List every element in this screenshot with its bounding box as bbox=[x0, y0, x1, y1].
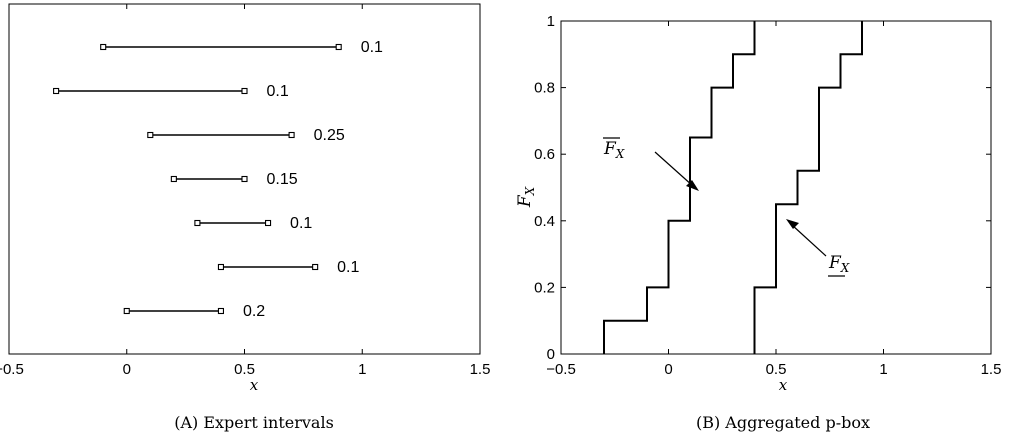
upper-bound-label: FX bbox=[603, 139, 625, 161]
annotation-upper-bound: FX bbox=[603, 137, 699, 191]
panel-b-y-ticks: 0 0.2 0.4 0.6 0.8 1 bbox=[534, 13, 991, 363]
panel-a-caption: (A) Expert intervals bbox=[174, 413, 334, 432]
interval-endpoint-marker bbox=[335, 43, 342, 51]
panel-a-x-ticks: −0.5 0 0.5 1 1.5 bbox=[0, 4, 490, 378]
lower-bound-arrowhead bbox=[786, 219, 799, 229]
panel-b-aggregated-pbox: −0.5 0 0.5 1 1.5 00.20.40.60.81 FX FX FX x (… bbox=[515, 13, 1001, 432]
lower-bound-label-main: F bbox=[828, 253, 842, 273]
interval-endpoint-marker bbox=[123, 307, 130, 315]
interval-endpoint-marker bbox=[217, 307, 224, 315]
interval-weight-label: 0.2 bbox=[243, 303, 265, 320]
panel-b-y-tick-label: 0.6 bbox=[534, 146, 555, 163]
interval-endpoint-marker bbox=[217, 263, 224, 271]
interval-row: 0.1 bbox=[53, 83, 289, 100]
interval-weight-label: 0.25 bbox=[314, 127, 345, 144]
interval-row: 0.15 bbox=[170, 171, 298, 188]
interval-endpoint-marker bbox=[170, 175, 177, 183]
panel-b-caption: (B) Aggregated p-box bbox=[696, 413, 870, 432]
interval-weight-label: 0.1 bbox=[337, 259, 359, 276]
interval-endpoint-marker bbox=[53, 87, 60, 95]
panel-a-x-tick-label: −0.5 bbox=[0, 361, 24, 378]
interval-endpoint-marker bbox=[241, 87, 248, 95]
interval-row: 0.1 bbox=[100, 39, 383, 56]
panel-b-y-axis-label: FX bbox=[515, 186, 537, 208]
panel-b-x-tick-label: 1 bbox=[879, 361, 887, 378]
interval-endpoint-marker bbox=[241, 175, 248, 183]
panel-b-x-tick-label: 1.5 bbox=[981, 361, 1002, 378]
panel-a-x-tick-label: 0 bbox=[123, 361, 131, 378]
interval-row: 0.2 bbox=[123, 303, 265, 320]
lower-bound-label-sub: X bbox=[840, 261, 850, 275]
interval-weight-label: 0.1 bbox=[290, 215, 312, 232]
upper-bound-label-sub: X bbox=[615, 147, 625, 161]
interval-row: 0.1 bbox=[217, 259, 359, 276]
lower-bound-label: FX bbox=[828, 253, 850, 275]
interval-endpoint-marker bbox=[288, 131, 295, 139]
lower-bound-step-line bbox=[753, 21, 863, 354]
panel-b-axes-box bbox=[560, 20, 992, 355]
panel-a-x-tick-label: 1 bbox=[358, 361, 366, 378]
interval-endpoint-marker bbox=[194, 219, 201, 227]
interval-endpoint-marker bbox=[147, 131, 154, 139]
interval-row: 0.1 bbox=[194, 215, 312, 232]
panel-b-x-tick-label: 0 bbox=[664, 361, 672, 378]
panel-b-y-tick-label: 0.4 bbox=[534, 213, 555, 230]
panel-a-x-tick-label: 0.5 bbox=[234, 361, 255, 378]
interval-endpoint-marker bbox=[100, 43, 107, 51]
panel-b-x-tick-label: 0.5 bbox=[766, 361, 787, 378]
panel-b-y-tick-label: 1 bbox=[547, 13, 555, 30]
panel-b-y-tick-label: 0.2 bbox=[534, 279, 555, 296]
upper-bound-label-main: F bbox=[603, 139, 617, 159]
interval-endpoint-marker bbox=[264, 219, 272, 227]
panel-b-x-axis-label: x bbox=[779, 376, 788, 394]
upper-bound-arrow bbox=[654, 151, 694, 187]
lower-bound-arrow bbox=[791, 224, 827, 257]
panel-b-x-ticks: −0.5 0 0.5 1 1.5 bbox=[546, 21, 1001, 378]
interval-row: 0.25 bbox=[147, 127, 345, 144]
interval-weight-label: 0.1 bbox=[267, 83, 289, 100]
upper-bound-arrowhead bbox=[686, 180, 699, 191]
interval-endpoint-marker bbox=[312, 263, 319, 271]
interval-weight-label: 0.15 bbox=[267, 171, 298, 188]
panel-b-series bbox=[603, 21, 863, 354]
panel-b-y-tick-label: 0 bbox=[547, 346, 555, 363]
panel-b-y-tick-label: 0.8 bbox=[534, 80, 555, 97]
panel-b-x-tick-label: −0.5 bbox=[546, 361, 576, 378]
panel-a-x-tick-label: 1.5 bbox=[470, 361, 491, 378]
panel-a-x-axis-label: x bbox=[250, 376, 259, 394]
annotation-lower-bound: FX bbox=[786, 219, 850, 277]
interval-weight-label: 0.1 bbox=[361, 39, 383, 56]
panel-a-intervals: 0.1 0.1 0.25 0.15 0.1 0.1 0.2 bbox=[53, 39, 383, 320]
panel-b-y-axis-label-sub: X bbox=[523, 186, 537, 196]
upper-bound-step-line bbox=[603, 21, 756, 354]
panel-a-expert-intervals: −0.5 0 0.5 1 1.5 0.1 0.1 0.25 0.15 0.1 0.1 0.2 x (… bbox=[0, 3, 490, 432]
panel-b-y-axis-label-main: F bbox=[515, 194, 535, 208]
